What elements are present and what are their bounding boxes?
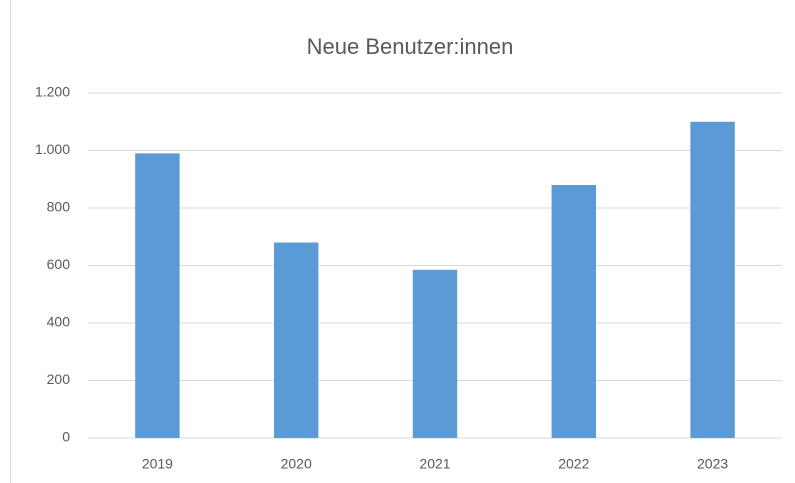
bar <box>412 269 458 438</box>
x-tick-label: 2022 <box>558 456 589 472</box>
chart-title: Neue Benutzer:innen <box>307 34 514 59</box>
bar <box>690 121 735 438</box>
bar <box>135 153 180 438</box>
x-tick-label: 2023 <box>697 456 728 472</box>
y-tick-label: 800 <box>47 199 71 215</box>
y-tick-label: 0 <box>62 429 70 445</box>
y-tick-label: 1.200 <box>35 84 70 100</box>
chart-frame <box>10 0 795 483</box>
x-tick-label: 2019 <box>142 456 173 472</box>
x-tick-label: 2021 <box>419 456 450 472</box>
y-tick-label: 200 <box>47 371 71 387</box>
x-tick-label: 2020 <box>281 456 312 472</box>
y-tick-label: 400 <box>47 314 71 330</box>
y-tick-label: 1.000 <box>35 141 70 157</box>
y-tick-label: 600 <box>47 256 71 272</box>
bar <box>273 242 319 438</box>
bar <box>551 185 597 438</box>
